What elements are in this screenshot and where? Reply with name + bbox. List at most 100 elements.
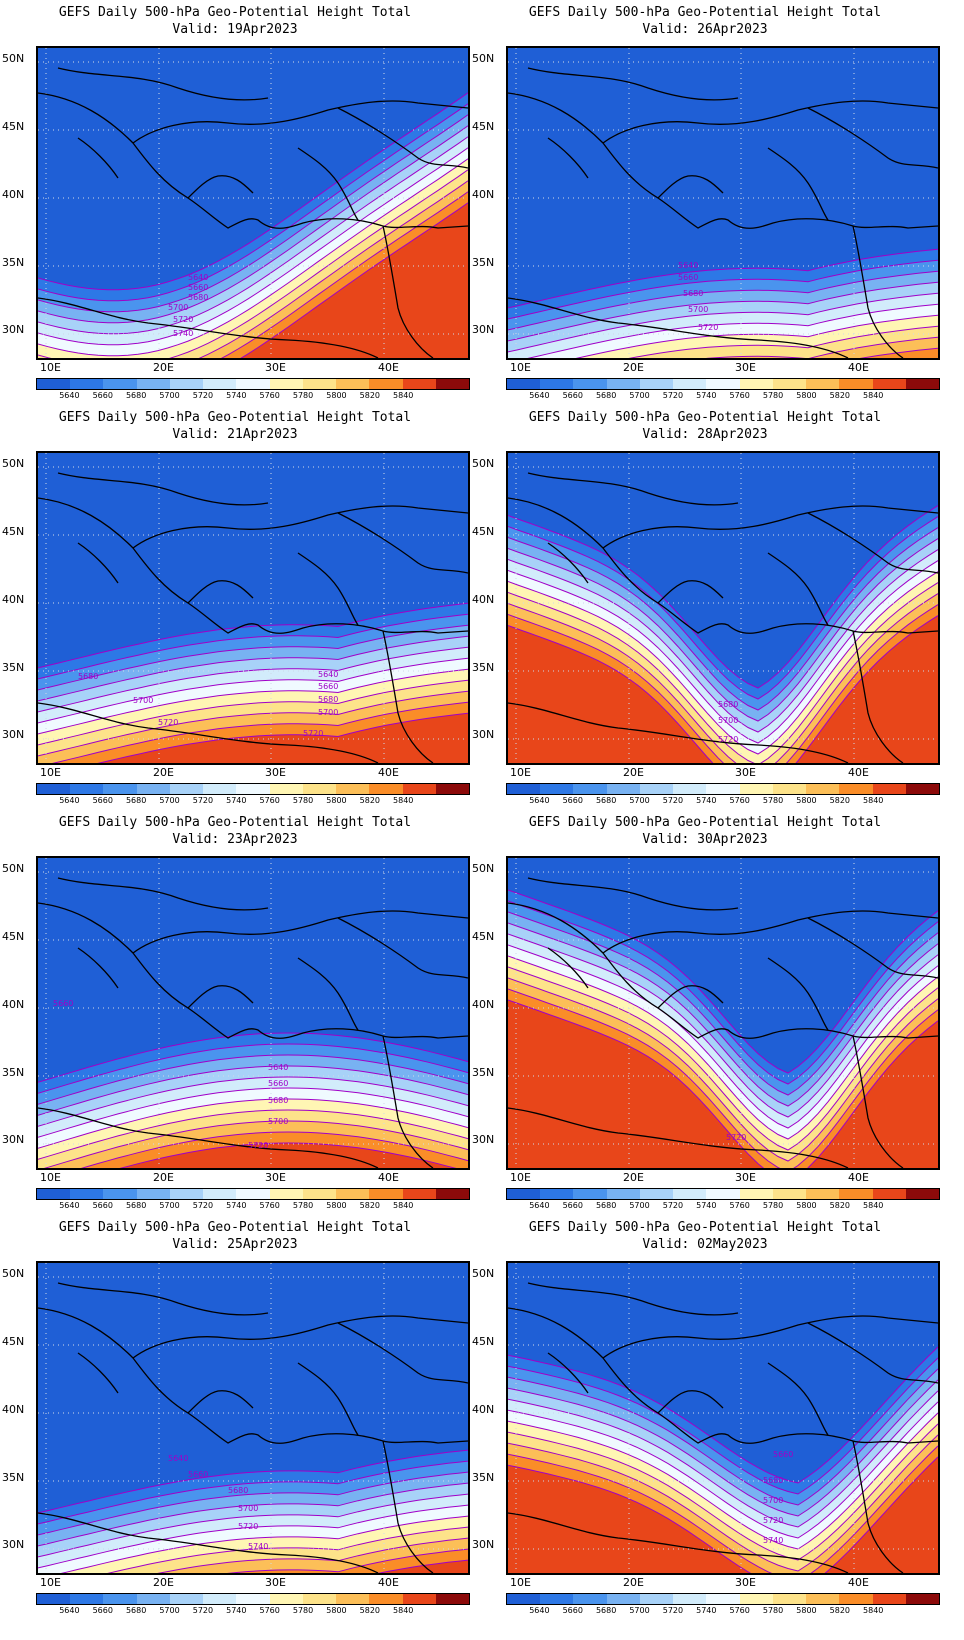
colorbar-level-label: 5660 — [562, 391, 583, 400]
lon-label-20e: 20E — [153, 361, 174, 374]
contour-line — [508, 270, 938, 331]
contour-line — [38, 169, 468, 358]
lat-label-40n: 40N — [2, 593, 25, 606]
colorbar-swatch — [739, 784, 773, 794]
contour-line — [38, 114, 468, 313]
contour-label: 5720 — [158, 718, 178, 727]
coastline-border — [38, 92, 468, 229]
coastline-border — [132, 910, 468, 954]
colorbar-swatch — [806, 1594, 840, 1604]
contour-label: 5660 — [188, 283, 208, 292]
colorbar-swatch — [872, 1594, 906, 1604]
lat-label-35n: 35N — [2, 256, 25, 269]
colorbar-level-label: 5700 — [629, 796, 650, 805]
contour-line — [508, 549, 938, 733]
lat-label-45n: 45N — [2, 525, 25, 538]
colorbar-level-label: 5680 — [125, 796, 147, 805]
colorbar-level-label: 5820 — [829, 796, 851, 805]
colorbar-level-label: 5760 — [729, 1201, 750, 1210]
contour-line — [508, 281, 938, 342]
colorbar-swatch — [169, 784, 204, 794]
lat-label-30n: 30N — [472, 323, 495, 336]
colorbar-swatch — [369, 784, 403, 794]
height-band — [99, 713, 468, 763]
coastline-border — [527, 67, 739, 101]
panel-title: GEFS Daily 500-hPa Geo-Potential Height … — [528, 5, 882, 20]
contour-label: 5660 — [773, 1450, 793, 1459]
colorbar-swatch — [573, 784, 607, 794]
contour-label: 5720 — [173, 315, 193, 324]
lat-label-30n: 30N — [472, 728, 495, 741]
contour-line — [508, 889, 938, 1074]
lat-label-50n: 50N — [472, 862, 495, 875]
colorbar-swatch — [772, 1189, 807, 1199]
height-field: 5660 5640 5660 5680 5700 5720 — [38, 858, 468, 1168]
contour-label: 5700 — [133, 696, 153, 705]
colorbar-level-label: 5780 — [762, 1201, 784, 1210]
contour-label: 5720 — [726, 1133, 746, 1142]
height-band — [508, 1000, 938, 1168]
coastline-border — [547, 1352, 589, 1394]
map-area: 5680 5700 5720 5640 5660 5680 5700 5720 — [36, 451, 470, 765]
colorbar-swatch — [402, 1189, 436, 1199]
contour-label: 5680 — [268, 1096, 288, 1105]
map-area: 5640 5660 5680 5700 5720 5740 — [36, 46, 470, 360]
contour-line — [508, 582, 938, 763]
colorbar-swatch — [169, 1189, 204, 1199]
contour-line — [508, 1346, 938, 1484]
lat-label-50n: 50N — [2, 862, 25, 875]
coastline-border — [337, 512, 468, 574]
lon-label-10e: 10E — [40, 1171, 61, 1184]
panel-title: GEFS Daily 500-hPa Geo-Potential Height … — [58, 1220, 412, 1235]
lat-label-45n: 45N — [2, 930, 25, 943]
colorbar-level-label: 5760 — [259, 796, 280, 805]
contour-line — [38, 602, 468, 669]
colorbar-swatch — [269, 1594, 303, 1604]
coastline-border — [132, 1315, 468, 1359]
colorbar-swatch — [573, 1594, 607, 1604]
colorbar-level-label: 5660 — [92, 1606, 113, 1615]
lon-label-20e: 20E — [623, 1171, 644, 1184]
colorbar-swatch — [435, 1189, 470, 1199]
colorbar-level-label: 5740 — [696, 1606, 717, 1615]
contour-line — [38, 1471, 468, 1536]
colorbar-swatch — [706, 784, 740, 794]
contour-line — [38, 635, 468, 702]
coastline-border — [57, 1282, 269, 1316]
colorbar-swatch — [639, 784, 674, 794]
contour-label: 5720 — [763, 1516, 783, 1525]
contour-line — [508, 1401, 938, 1539]
lat-label-30n: 30N — [2, 728, 25, 741]
colorbar-level-label: 5800 — [796, 1606, 817, 1615]
colorbar-swatch — [336, 784, 370, 794]
contour-line — [575, 314, 938, 358]
colorbar-swatch — [772, 784, 807, 794]
contour-label: 5660 — [678, 273, 698, 282]
contour-line — [508, 933, 938, 1118]
colorbar-swatch — [606, 379, 640, 389]
colorbar-swatch — [103, 1594, 137, 1604]
colorbar-level-label: 5760 — [729, 1606, 750, 1615]
coastline-border — [527, 877, 739, 911]
coastline-border — [337, 107, 468, 169]
contour-line — [508, 922, 938, 1107]
contour-label: 5720 — [238, 1522, 258, 1531]
lat-label-50n: 50N — [472, 52, 495, 65]
colorbar-swatch — [103, 1189, 137, 1199]
height-band — [231, 1549, 468, 1573]
coastline-border — [38, 702, 379, 763]
lon-label-10e: 10E — [40, 766, 61, 779]
colorbar-swatch — [905, 1189, 940, 1199]
colorbar-swatch — [540, 1189, 574, 1199]
colorbar-level-label: 5760 — [259, 1606, 280, 1615]
contour-line — [508, 292, 938, 353]
contour-line — [38, 1482, 468, 1547]
contour-line — [508, 911, 938, 1096]
coastline-border — [57, 472, 269, 506]
contour-label: 5640 — [318, 670, 338, 679]
coastline-border — [187, 580, 254, 604]
lat-label-35n: 35N — [472, 256, 495, 269]
contour-line — [38, 613, 468, 680]
colorbar-swatch — [706, 379, 740, 389]
lat-label-35n: 35N — [472, 1066, 495, 1079]
